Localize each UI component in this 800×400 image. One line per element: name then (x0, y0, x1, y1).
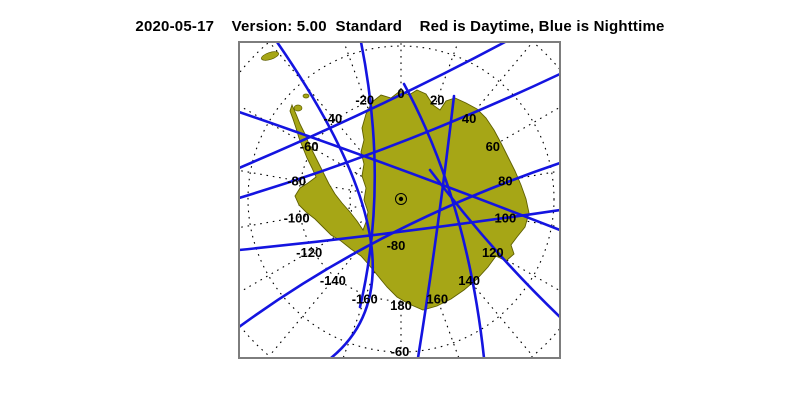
satellite-track-night-2 (239, 42, 507, 170)
longitude-label--120: -120 (296, 245, 322, 260)
pole-ring (395, 193, 407, 205)
satellite-track-night-3 (239, 72, 560, 200)
longitude-label--80: -80 (287, 174, 306, 189)
plot-title: 2020-05-17 Version: 5.00 Standard Red is… (135, 18, 665, 35)
satellite-track-night-4 (239, 110, 560, 232)
latitude-label--80: -80 (387, 238, 406, 253)
latitude-label--60: -60 (391, 344, 410, 359)
longitude-label--100: -100 (284, 210, 310, 225)
longitude-label-20: 20 (430, 92, 444, 107)
longitude-label--60: -60 (300, 139, 319, 154)
latitude-circle--60 (247, 45, 555, 353)
satellite-track-night-1 (358, 42, 377, 309)
longitude-label-160: 160 (426, 292, 448, 307)
longitude-label-140: 140 (458, 273, 480, 288)
pole-dot (398, 196, 404, 202)
longitude-label--40: -40 (323, 111, 342, 126)
longitude-label--20: -20 (355, 92, 374, 107)
meridian-ray-280 (239, 169, 395, 199)
longitude-label-40: 40 (462, 111, 476, 126)
satellite-track-night-9 (428, 168, 560, 319)
satellite-track-night-7 (416, 94, 456, 358)
longitude-label--140: -140 (320, 273, 346, 288)
island-2 (302, 93, 310, 99)
plot-frame (238, 41, 561, 359)
longitude-label--160: -160 (352, 292, 378, 307)
satellite-track-night-8 (402, 82, 486, 358)
longitude-label-180: 180 (390, 298, 412, 313)
longitude-label-100: 100 (495, 210, 517, 225)
longitude-label-120: 120 (482, 245, 504, 260)
longitude-label-60: 60 (486, 139, 500, 154)
longitude-label-0: 0 (397, 86, 404, 101)
longitude-label-80: 80 (498, 174, 512, 189)
antarctica-landmass (289, 89, 530, 311)
satellite-track-night-6 (239, 161, 560, 329)
island-0 (261, 51, 279, 61)
island-1 (293, 104, 303, 112)
satellite-track-night-5 (239, 208, 560, 252)
